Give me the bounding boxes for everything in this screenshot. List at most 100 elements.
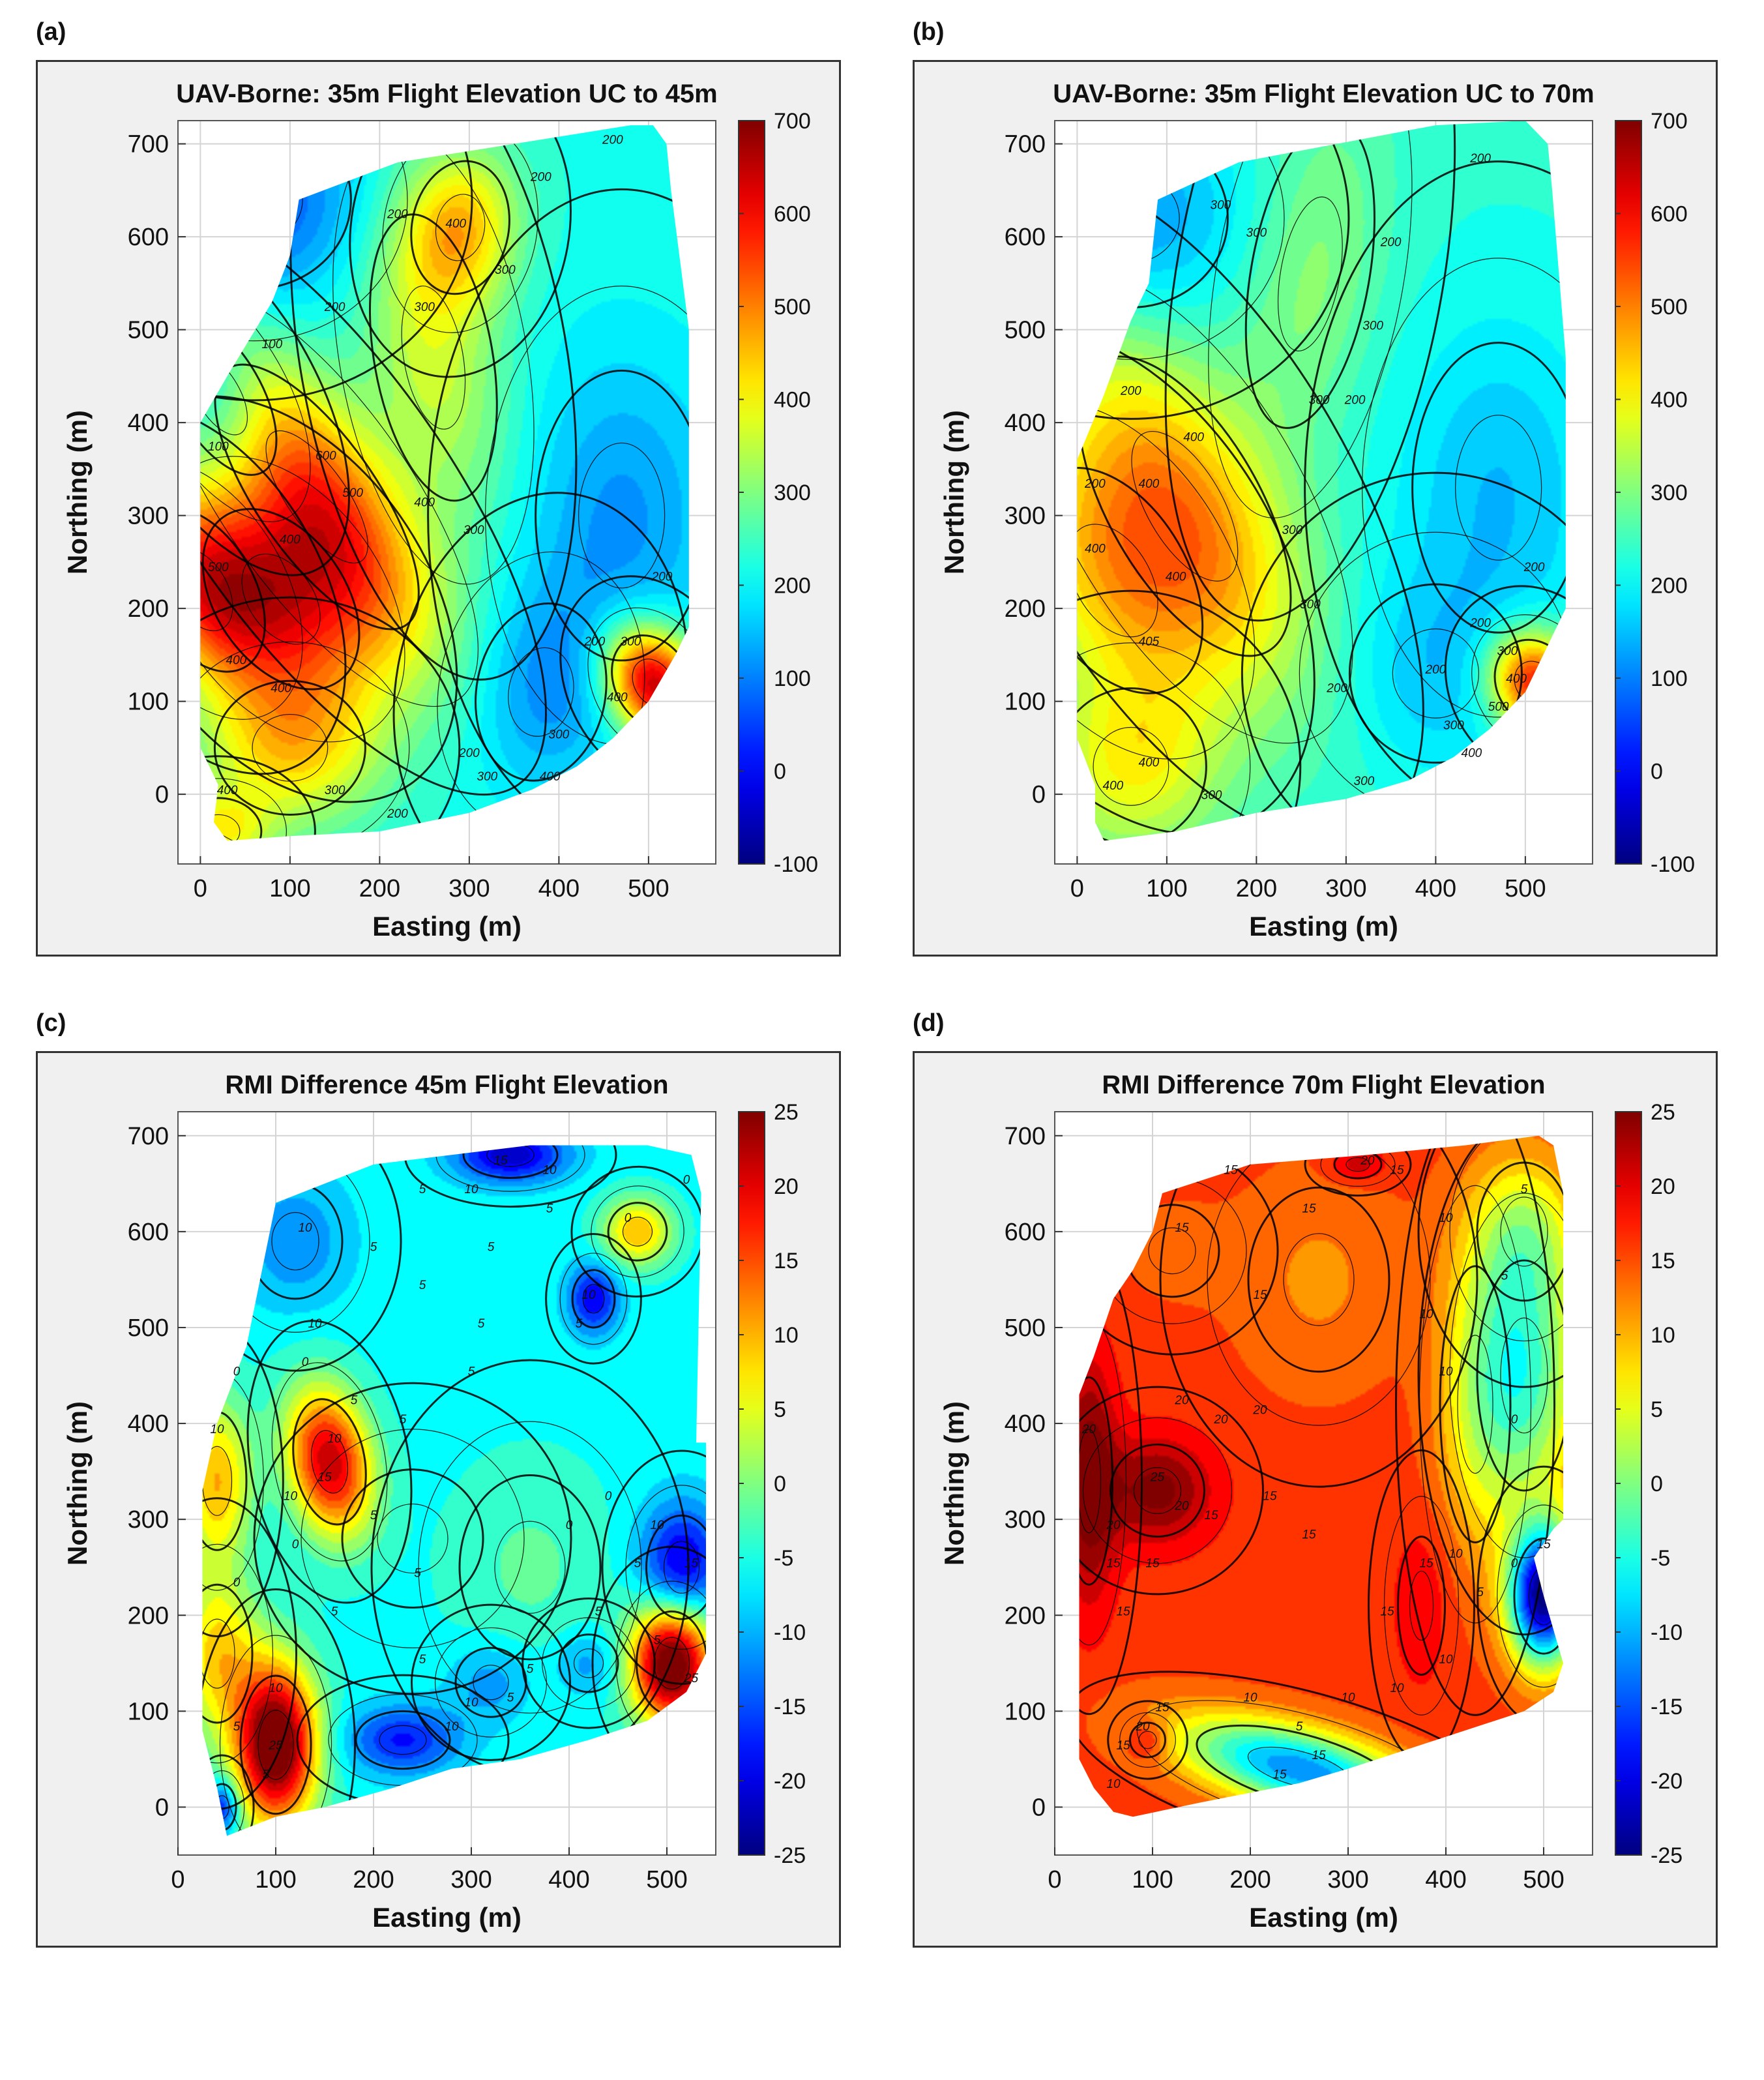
colorbar: -25-20-15-10-50510152025Delta RMI (nT) (1615, 1100, 1745, 1868)
contour-label: 300 (1201, 788, 1222, 802)
contour-ring (202, 1145, 402, 1372)
y-axis: 0 100 200 300 400 500 600 700 (128, 131, 186, 809)
contour-ring (601, 1449, 706, 1685)
contour-ring (368, 213, 498, 502)
contour-label: 300 (1309, 394, 1330, 408)
chart-panel: 400 600 500 400 500 400 400 400 300 200 300 400 300 2… (36, 60, 868, 957)
contour-label: 25 (684, 1672, 699, 1686)
contour-ring (508, 647, 574, 737)
y-tick-label: 600 (128, 224, 169, 251)
contour-label: 10 (308, 1317, 322, 1331)
contour-label: 300 (549, 728, 570, 742)
contour-ring (292, 1398, 367, 1526)
colorbar-tick-label: -10 (774, 1620, 806, 1645)
contour-label: 400 (1103, 779, 1124, 793)
contour-label: 200 (1425, 663, 1447, 677)
contour-label: 5 (1521, 1183, 1528, 1196)
contour-ring (265, 430, 368, 564)
contour-ring (427, 188, 689, 841)
contour-ring (401, 285, 466, 430)
contour-label: 200 (1326, 681, 1347, 695)
contour-ring (202, 1754, 255, 1836)
chart-svg: 400 600 500 400 500 400 400 400 300 200 300 400 300 2… (62, 80, 868, 942)
contour-label: 300 (1443, 719, 1464, 732)
contour-label: 20 (1081, 1423, 1096, 1436)
contour-label: 5 (263, 1768, 270, 1781)
contour-ring (582, 1284, 605, 1314)
colorbar-tick-label: -20 (1651, 1769, 1683, 1794)
contour-ring (200, 456, 405, 743)
contour-label: 400 (1139, 756, 1160, 769)
colorbar: -25-20-15-10-50510152025Delta RMI (nT) (738, 1100, 868, 1868)
y-tick-label: 600 (128, 1219, 169, 1246)
colorbar-tick-label: 100 (774, 666, 811, 691)
contour-ring (349, 125, 572, 378)
contour-lines (202, 1145, 706, 1836)
contour-ring (1513, 1538, 1563, 1655)
contour-label: 300 (1211, 198, 1231, 212)
y-tick-label: 700 (128, 1123, 169, 1150)
contour-label: 400 (445, 217, 466, 231)
y-axis: 0 100 200 300 400 500 600 700 (1005, 131, 1063, 809)
contour-label: 0 (683, 1173, 690, 1187)
contour-ring (257, 1710, 294, 1780)
contour-label: 400 (1166, 570, 1186, 584)
field-map (1077, 121, 1566, 841)
x-tick-label: 0 (194, 875, 207, 902)
contour-label: 10 (327, 1432, 342, 1446)
colorbar-tick-label: 500 (1651, 295, 1688, 319)
x-tick-label: 200 (1229, 1866, 1271, 1894)
contour-ring (213, 679, 366, 816)
contour-ring (625, 1485, 706, 1650)
colorbar-tick-label: 200 (774, 574, 811, 599)
y-tick-label: 400 (128, 1410, 169, 1438)
y-tick-label: 700 (1005, 1123, 1046, 1150)
colorbar-tick-label: 700 (1651, 109, 1688, 134)
colorbar-tick-label: -25 (1651, 1843, 1683, 1868)
colorbar-tick-label: 0 (774, 760, 786, 784)
y-tick-label: 0 (155, 1794, 169, 1821)
x-axis-title: Easting (m) (372, 1902, 522, 1933)
contour-label: 15 (1224, 1164, 1238, 1178)
panel-label: (a) (36, 18, 66, 46)
contour-label: 10 (1439, 1211, 1453, 1225)
contour-ring (200, 125, 408, 342)
contour-label: 10 (1390, 1682, 1404, 1695)
contour-ring (411, 1603, 571, 1761)
contour-label: 10 (284, 1490, 298, 1504)
contour-label: 5 (1477, 1586, 1484, 1599)
contour-label: 15 (1536, 1538, 1551, 1551)
contour-label: 0 (625, 1211, 632, 1225)
contour-label: 10 (1341, 1691, 1355, 1705)
contour-label: 15 (1272, 1768, 1287, 1781)
contour-label: 200 (387, 807, 408, 821)
colorbar-tick-label: 0 (1651, 1472, 1663, 1496)
x-axis-title: Easting (m) (372, 911, 522, 942)
colorbar-tick-label: 300 (1651, 481, 1688, 505)
x-tick-label: 300 (448, 875, 490, 902)
y-tick-label: 600 (1005, 1219, 1046, 1246)
contour-label: 400 (280, 533, 301, 546)
contour-ring (1241, 471, 1566, 841)
y-tick-label: 400 (1005, 409, 1046, 437)
contour-ring (1148, 1227, 1196, 1275)
contour-labels: 400 400 400 400 405 400 400 300 300 300 300 300 300 2… (1084, 152, 1545, 802)
contour-label: 0 (292, 1538, 299, 1551)
colorbar-tick-label: 0 (774, 1472, 786, 1496)
contour-label: 5 (1296, 1720, 1303, 1734)
x-axis: 0 100 200 300 400 500 (171, 1847, 688, 1894)
contour-label: 0 (302, 1356, 309, 1369)
contour-ring (200, 313, 278, 476)
contour-label: 10 (1419, 1307, 1433, 1321)
contour-ring (200, 198, 547, 796)
contour-label: 5 (400, 1413, 407, 1427)
contour-ring (202, 1770, 245, 1836)
contour-ring (200, 354, 248, 436)
contour-label: 200 (387, 208, 408, 222)
contour-ring (1247, 1186, 1390, 1373)
x-tick-label: 500 (1505, 875, 1546, 902)
contour-label: 600 (316, 449, 336, 463)
contour-ring (1348, 583, 1523, 764)
panel-label: (d) (913, 1009, 945, 1037)
contour-label: 5 (233, 1720, 241, 1734)
